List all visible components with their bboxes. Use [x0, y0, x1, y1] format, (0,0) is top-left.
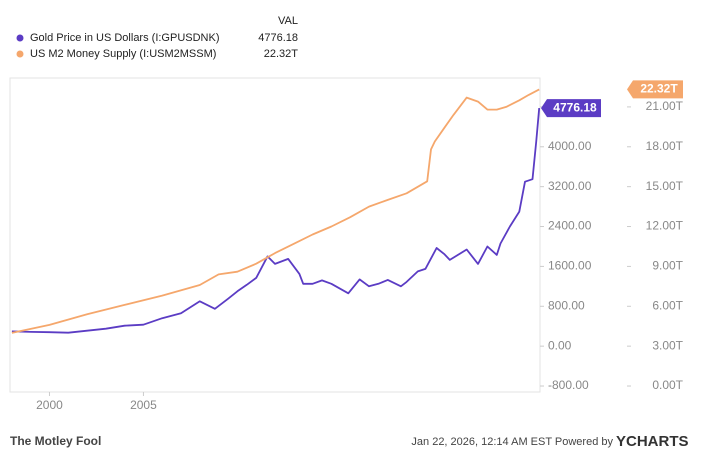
y2-tick-label: 6.00T: [652, 298, 683, 312]
timestamp: Jan 22, 2026, 12:14 AM EST Powered by: [411, 436, 613, 448]
value-badge: [541, 99, 601, 118]
series-line: [11, 108, 541, 334]
y2-tick-label: 9.00T: [652, 259, 683, 273]
legend-value: 4776.18: [258, 32, 298, 44]
y-tick-label: 0.00: [548, 338, 572, 352]
y-tick-label: 800.00: [548, 298, 585, 312]
y2-tick-label: 12.00T: [646, 219, 684, 233]
y-tick-label: 3200.00: [548, 179, 592, 193]
y-tick-label: 1600.00: [548, 259, 592, 273]
axes: 2000 2005 -800.00 0.00 800.00 1600.00 2400.00 3…: [36, 99, 684, 412]
plot-frame: [9, 77, 541, 393]
legend-marker: [16, 50, 24, 58]
value-badge-label: 22.32T: [640, 82, 678, 96]
legend-header: VAL: [278, 15, 298, 27]
legend-label: Gold Price in US Dollars (I:GPUSDNK): [30, 32, 220, 44]
y2-tick-label: 15.00T: [646, 179, 684, 193]
y-tick-label: 4000.00: [548, 139, 592, 153]
y2-tick-label: 3.00T: [652, 338, 683, 352]
value-badge-label: 4776.18: [553, 100, 597, 114]
y2-tick-label: 18.00T: [646, 139, 684, 153]
y2-tick-label: 0.00T: [652, 378, 683, 392]
legend-marker: [16, 34, 24, 42]
legend: VAL Gold Price in US Dollars (I:GPUSDNK)…: [16, 15, 299, 60]
provider: YCHARTS: [616, 433, 689, 450]
footer: The Motley Fool Jan 22, 2026, 12:14 AM E…: [10, 433, 689, 450]
x-tick-label: 2005: [130, 398, 157, 412]
legend-label: US M2 Money Supply (I:USM2MSSM): [30, 48, 216, 60]
x-tick-label: 2000: [36, 398, 63, 412]
value-badge: [627, 80, 683, 99]
y-tick-label: 2400.00: [548, 219, 592, 233]
y-tick-label: -800.00: [548, 378, 589, 392]
brand: The Motley Fool: [10, 434, 101, 448]
legend-value: 22.32T: [264, 48, 299, 60]
y2-tick-label: 21.00T: [646, 99, 684, 113]
series-line: [11, 88, 540, 334]
